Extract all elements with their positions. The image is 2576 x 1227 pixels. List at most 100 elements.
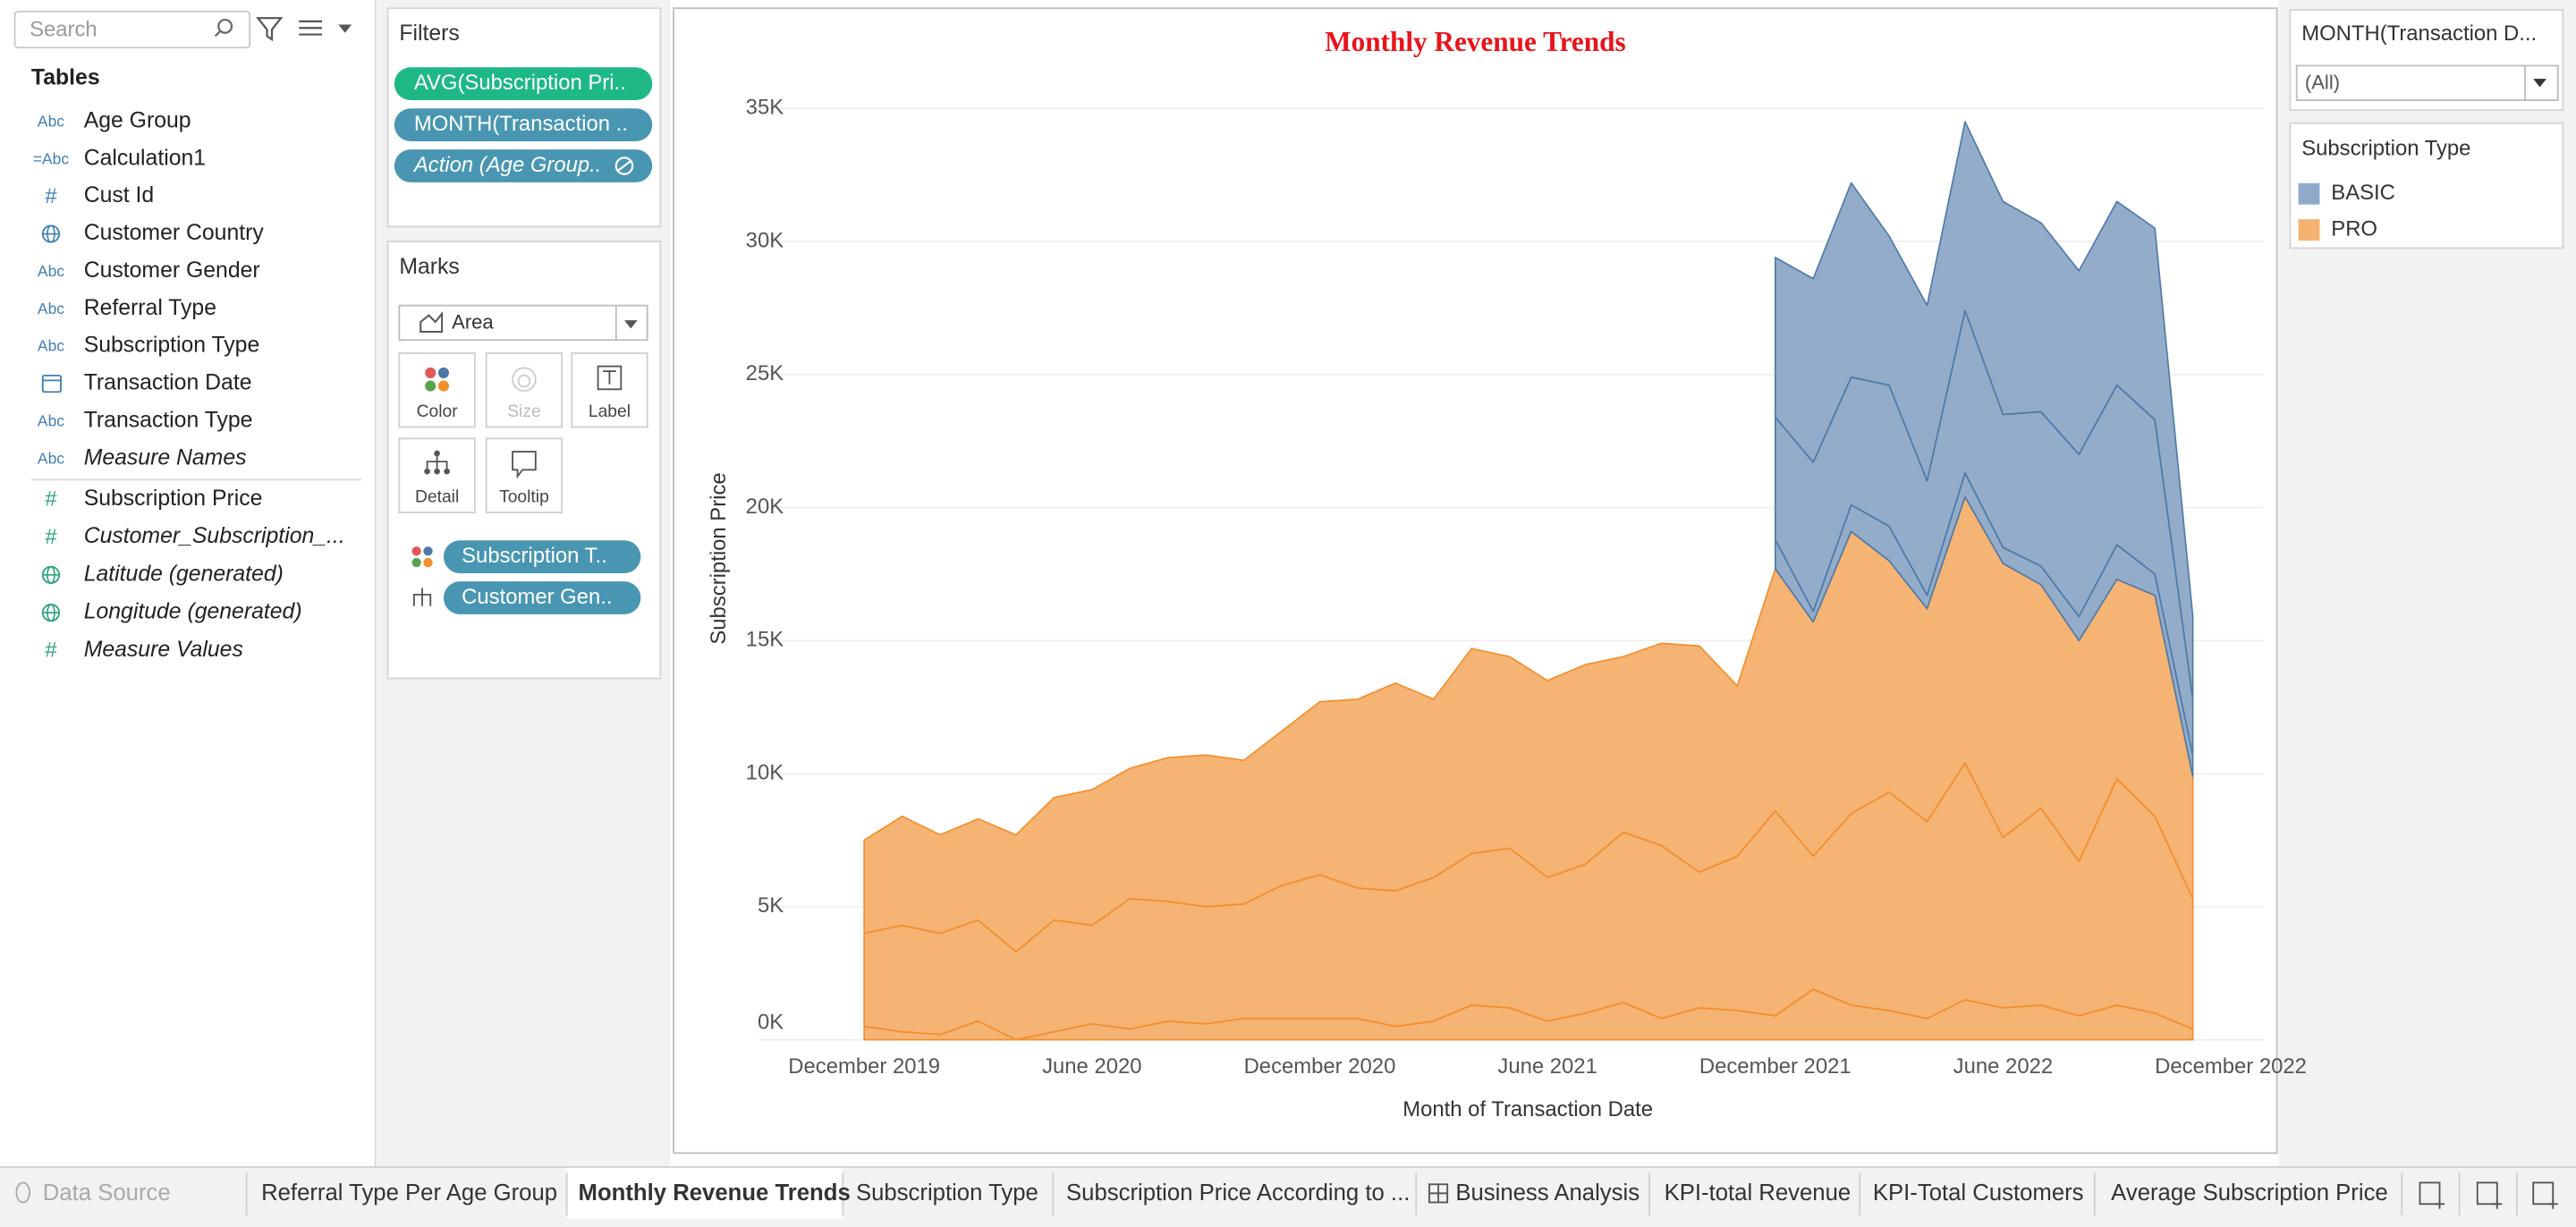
- dropdown-arrow: [623, 320, 638, 329]
- detail-icon: [412, 588, 432, 606]
- sheet-tab[interactable]: Average Subscription Price: [2111, 1180, 2388, 1206]
- size-icon: [512, 367, 537, 393]
- field-name[interactable]: Customer_Subscription_...: [84, 524, 345, 548]
- tooltip-icon: [512, 451, 537, 479]
- filter-icon[interactable]: [256, 17, 284, 42]
- y-tick-label: 20K: [746, 495, 784, 519]
- detail-icon-node: [424, 468, 430, 475]
- dropdown-arrow: [2533, 79, 2546, 88]
- y-tick-label: 10K: [746, 760, 784, 784]
- new-sheet-icon[interactable]: [2532, 1181, 2555, 1206]
- x-tick-label: June 2022: [1953, 1054, 2053, 1079]
- field-type-icon: Abc: [38, 300, 64, 317]
- field-type-icon: #: [45, 184, 57, 208]
- view-dropdown[interactable]: [338, 24, 352, 33]
- sheet-tab[interactable]: Subscription Price According to ...: [1066, 1180, 1410, 1206]
- field-type-icon: Abc: [38, 262, 64, 280]
- sheet-tab[interactable]: Referral Type Per Age Group: [261, 1180, 557, 1206]
- field-name[interactable]: Measure Names: [84, 445, 247, 470]
- marks-button-label: Label: [589, 402, 631, 421]
- field-name[interactable]: Referral Type: [84, 296, 216, 320]
- month-filter-dropdown[interactable]: [2295, 64, 2559, 101]
- filter-pill-label: AVG(Subscription Pri..: [414, 71, 626, 95]
- field-type-icon: #: [45, 639, 57, 663]
- field-type-icon: Abc: [38, 112, 64, 130]
- search-placeholder: Search: [30, 17, 97, 41]
- x-tick-label: June 2021: [1497, 1054, 1597, 1079]
- color-icon-dot: [425, 380, 436, 392]
- sheet-tab[interactable]: Subscription Type: [856, 1180, 1038, 1206]
- x-tick-label: December 2021: [1699, 1054, 1852, 1079]
- label-icon: [597, 365, 623, 391]
- field-name[interactable]: Transaction Type: [84, 408, 253, 432]
- marks-button-label: Detail: [415, 488, 459, 507]
- new-sheet-plus: [2492, 1198, 2503, 1209]
- y-tick-label: 5K: [758, 893, 784, 918]
- color-icon-dot: [437, 367, 450, 378]
- field-type-icon: Abc: [38, 411, 64, 429]
- field-name[interactable]: Calculation1: [84, 146, 206, 170]
- marks-pill[interactable]: [443, 581, 641, 614]
- x-tick-label: December 2019: [788, 1054, 940, 1079]
- field-name[interactable]: Age Group: [84, 108, 191, 132]
- field-name[interactable]: Customer Country: [84, 221, 265, 245]
- field-name[interactable]: Latitude (generated): [84, 562, 284, 586]
- mark-type-dropdown[interactable]: [398, 304, 648, 342]
- x-axis-label: Month of Transaction Date: [1402, 1097, 1653, 1121]
- sheet-tab[interactable]: KPI-Total Customers: [1873, 1180, 2084, 1206]
- marks-pill-label: Subscription T..: [462, 544, 607, 568]
- filter-pill[interactable]: [394, 108, 653, 141]
- new-sheet-icon[interactable]: [2476, 1181, 2498, 1206]
- field-name[interactable]: Measure Values: [84, 638, 243, 662]
- sheet-tab[interactable]: Monthly Revenue Trends: [579, 1180, 851, 1206]
- detail-icon-node: [444, 468, 450, 475]
- marks-pill[interactable]: [443, 540, 641, 574]
- y-tick-label: 25K: [746, 361, 784, 385]
- field-type-icon: =Abc: [33, 149, 70, 167]
- field-name[interactable]: Subscription Type: [84, 334, 260, 358]
- filter-pill-label: Action (Age Group..: [412, 153, 602, 177]
- marks-button[interactable]: [398, 351, 476, 428]
- marks-title: Marks: [399, 255, 459, 279]
- field-type-icon: Abc: [38, 449, 64, 467]
- data-source-icon: [15, 1181, 31, 1204]
- area-band: [863, 495, 2194, 953]
- action-icon: [614, 157, 634, 175]
- field-type-icon: #: [45, 525, 57, 549]
- new-sheet-icon[interactable]: [2419, 1181, 2441, 1206]
- search-icon: [217, 18, 233, 34]
- field-name[interactable]: Subscription Price: [84, 487, 263, 511]
- legend-label[interactable]: BASIC: [2331, 181, 2395, 205]
- field-type-icon: Abc: [38, 337, 64, 355]
- month-filter-title: MONTH(Transaction D...: [2301, 21, 2537, 46]
- sheet-tab[interactable]: KPI-total Revenue: [1665, 1180, 1852, 1206]
- legend-label[interactable]: PRO: [2331, 216, 2377, 241]
- size-icon-inner: [517, 374, 531, 388]
- view-icon[interactable]: [299, 20, 323, 36]
- detail-icon-node: [434, 450, 440, 457]
- x-tick-label: December 2020: [1244, 1054, 1396, 1079]
- tab-bar: [0, 1166, 2576, 1227]
- field-name[interactable]: Cust Id: [84, 183, 155, 207]
- marks-button-label: Tooltip: [499, 488, 549, 507]
- y-tick-label: 35K: [746, 96, 784, 120]
- search-box[interactable]: [13, 10, 251, 49]
- color-icon-dot: [437, 380, 450, 392]
- field-name[interactable]: Customer Gender: [84, 258, 260, 283]
- color-icon-dot: [423, 557, 433, 568]
- field-name[interactable]: Transaction Date: [84, 371, 252, 395]
- y-axis-label: Subscription Price: [707, 472, 731, 644]
- color-icon-dot: [425, 367, 436, 378]
- month-filter-value: (All): [2305, 71, 2340, 93]
- action-icon-slash: [616, 160, 631, 172]
- x-tick-label: December 2022: [2155, 1054, 2307, 1079]
- search-icon-handle: [214, 30, 221, 38]
- filter-pill[interactable]: [394, 149, 653, 182]
- sheet-tab[interactable]: Business Analysis: [1455, 1180, 1640, 1206]
- y-tick-label: 30K: [746, 228, 784, 252]
- field-name[interactable]: Longitude (generated): [84, 600, 302, 624]
- field-type-icon: #: [45, 487, 57, 512]
- filter-pill[interactable]: [394, 67, 653, 101]
- sheet-tab[interactable]: Data Source: [43, 1180, 171, 1206]
